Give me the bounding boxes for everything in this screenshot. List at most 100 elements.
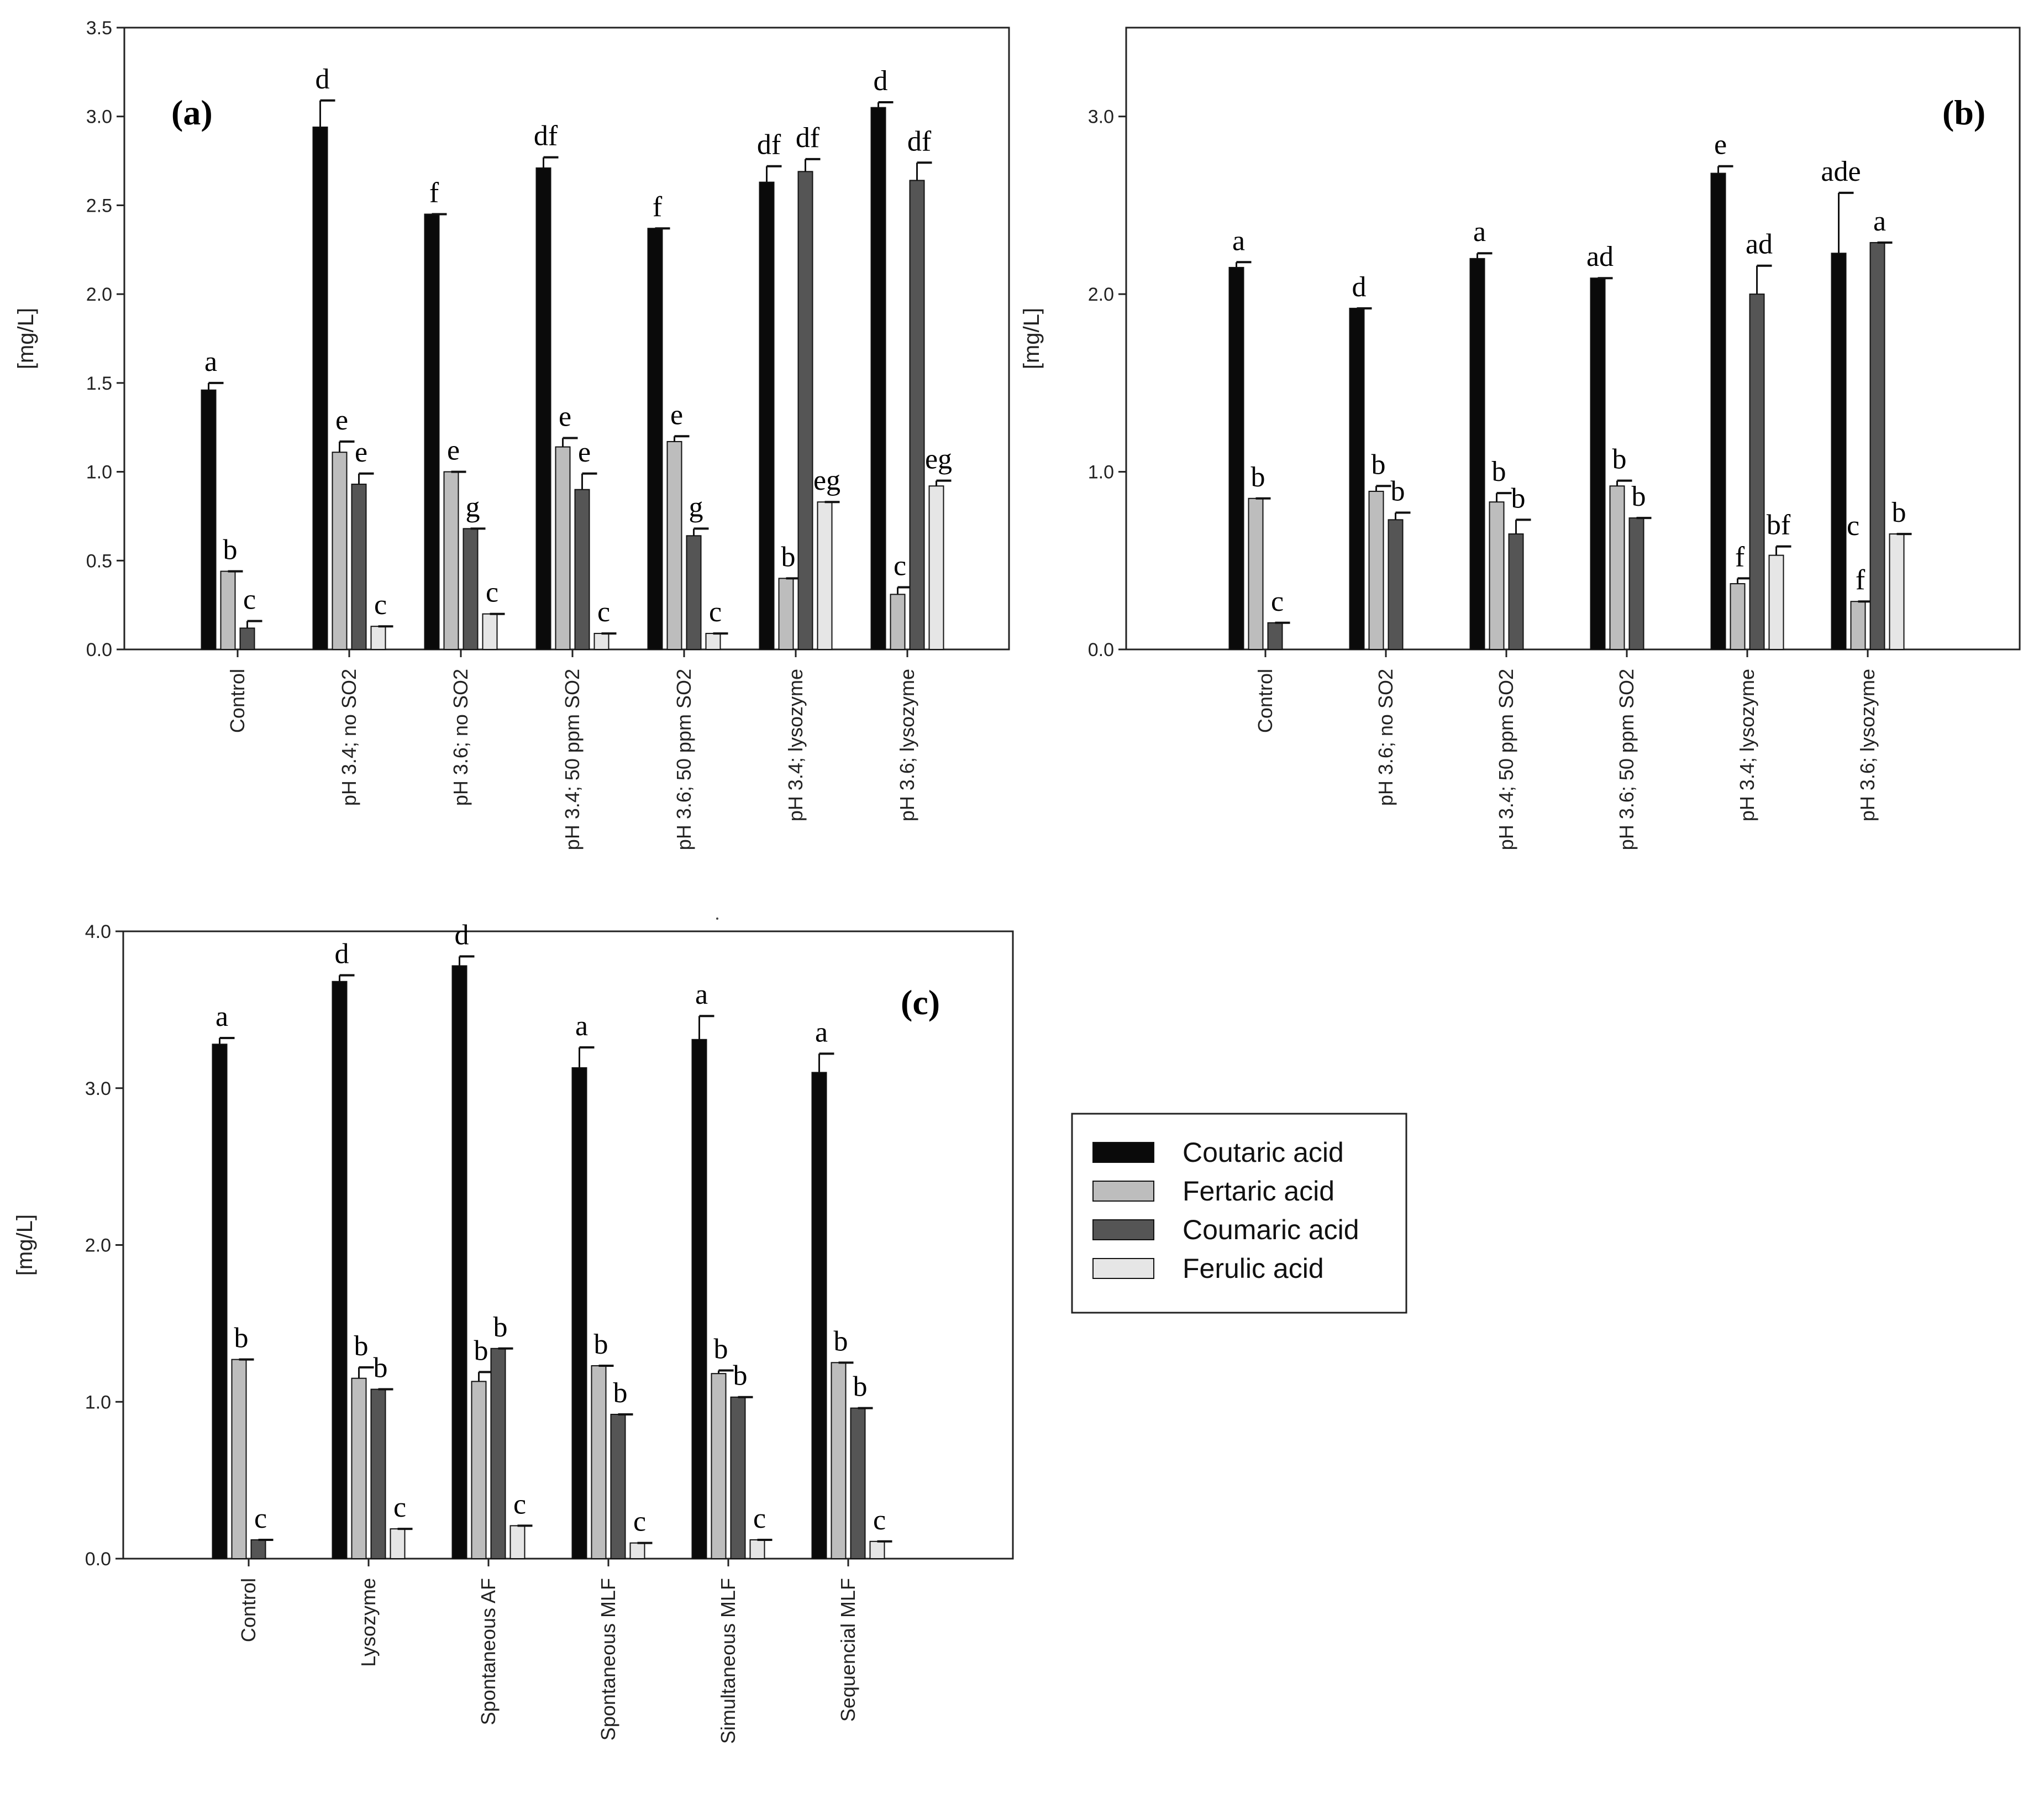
category-label-ph-3-6-lysozyme: pH 3.6; lysozyme — [1856, 669, 1879, 821]
bar-ferulic-acid-lysozyme — [390, 1528, 406, 1559]
category-label-control: Control — [1254, 669, 1276, 733]
bar-coutaric-acid-ph-3-6-50-ppm-so2 — [1590, 277, 1606, 650]
significance-label: f — [1856, 564, 1866, 596]
bar-ferulic-acid-sequencial-mlf — [869, 1540, 885, 1560]
bar-coutaric-acid-ph-3-6-no-so2 — [424, 213, 440, 650]
category-label-ph-3-4-50-ppm-so2: pH 3.4; 50 ppm SO2 — [1495, 669, 1517, 850]
significance-label: d — [1352, 271, 1367, 303]
significance-label: b — [493, 1312, 508, 1343]
bar-fertaric-acid-ph-3-4-lysozyme — [1730, 583, 1746, 650]
significance-label: a — [216, 1001, 228, 1032]
y-tick-label: 3.0 — [85, 1078, 111, 1099]
bar-ferulic-acid-ph-3-4-50-ppm-so2 — [593, 633, 609, 650]
significance-label: b — [1632, 481, 1646, 512]
y-tick-label: 1.5 — [86, 373, 112, 394]
significance-label: g — [466, 491, 480, 523]
y-tick-label: 1.0 — [1088, 462, 1114, 483]
bar-fertaric-acid-ph-3-4-50-ppm-so2 — [555, 446, 571, 650]
bar-coumaric-acid-sequencial-mlf — [850, 1407, 866, 1560]
legend-entry-coutaric: Coutaric acid — [1183, 1137, 1344, 1168]
panel-label: (b) — [1942, 93, 1985, 132]
legend-swatch-coutaric — [1092, 1142, 1154, 1163]
y-axis-label: [mg/L] — [14, 308, 38, 369]
significance-label: e — [1714, 129, 1727, 161]
significance-label: b — [354, 1330, 369, 1362]
category-label-ph-3-4-50-ppm-so2: pH 3.4; 50 ppm SO2 — [561, 669, 584, 850]
significance-label: f — [653, 191, 663, 223]
bar-coutaric-acid-simultaneous-mlf — [691, 1039, 707, 1559]
significance-label: d — [316, 64, 330, 95]
category-label-ph-3-6-50-ppm-so2: pH 3.6; 50 ppm SO2 — [672, 669, 695, 850]
significance-label: b — [853, 1371, 868, 1403]
bar-coumaric-acid-ph-3-6-no-so2 — [1388, 519, 1404, 650]
significance-label: eg — [925, 444, 952, 475]
bar-fertaric-acid-ph-3-4-no-so2 — [332, 452, 348, 650]
bar-coutaric-acid-ph-3-4-lysozyme — [759, 181, 775, 650]
bar-fertaric-acid-sequencial-mlf — [831, 1362, 847, 1559]
significance-label: b — [613, 1377, 628, 1409]
significance-label: e — [670, 399, 683, 431]
bar-ferulic-acid-simultaneous-mlf — [749, 1539, 765, 1559]
y-tick-label: 0.0 — [85, 1549, 111, 1570]
significance-label: df — [907, 125, 932, 157]
bar-coumaric-acid-ph-3-6-no-so2 — [463, 528, 479, 651]
bar-coumaric-acid-ph-3-4-50-ppm-so2 — [1508, 533, 1524, 650]
significance-label: bf — [1767, 510, 1791, 541]
bar-fertaric-acid-spontaneous-af — [471, 1381, 487, 1560]
bar-coumaric-acid-control — [250, 1539, 266, 1559]
significance-label: d — [455, 919, 469, 951]
category-label-ph-3-4-lysozyme: pH 3.4; lysozyme — [784, 669, 807, 821]
significance-label: eg — [813, 465, 840, 496]
legend-entry-fertaric: Fertaric acid — [1183, 1176, 1334, 1207]
bar-fertaric-acid-ph-3-6-50-ppm-so2 — [1609, 485, 1625, 650]
bar-coumaric-acid-spontaneous-af — [490, 1348, 506, 1559]
significance-label: c — [753, 1503, 766, 1534]
significance-label: e — [447, 435, 460, 466]
bar-coutaric-acid-spontaneous-mlf — [571, 1067, 587, 1560]
significance-label: a — [1873, 206, 1886, 237]
significance-label: b — [374, 1352, 388, 1384]
bar-coumaric-acid-spontaneous-mlf — [610, 1413, 626, 1559]
bar-fertaric-acid-control — [220, 570, 236, 650]
category-label-ph-3-4-no-so2: pH 3.4; no SO2 — [338, 669, 360, 806]
bar-ferulic-acid-spontaneous-mlf — [629, 1542, 645, 1559]
legend-swatch-coumaric — [1092, 1219, 1154, 1240]
category-label-ph-3-4-lysozyme: pH 3.4; lysozyme — [1736, 669, 1758, 821]
significance-label: c — [374, 589, 387, 621]
category-label-spontaneous-mlf: Spontaneous MLF — [597, 1578, 619, 1740]
bar-fertaric-acid-lysozyme — [351, 1377, 367, 1559]
y-tick-label: 1.0 — [86, 462, 112, 483]
panel-b: 0.0 1.0 2.0 3.0 [mg/L] (b) Control a b c pH 3.6; n… — [1020, 27, 2021, 850]
bar-ferulic-acid-ph-3-4-lysozyme — [1768, 554, 1784, 651]
bar-coutaric-acid-ph-3-4-50-ppm-so2 — [1469, 258, 1485, 651]
significance-label: b — [1251, 462, 1265, 493]
significance-label: a — [204, 346, 217, 378]
bar-coumaric-acid-ph-3-6-50-ppm-so2 — [1628, 517, 1644, 651]
bar-coumaric-acid-control — [239, 627, 255, 651]
bar-fertaric-acid-spontaneous-mlf — [591, 1365, 607, 1560]
significance-label: c — [254, 1503, 267, 1534]
bar-coutaric-acid-ph-3-6-lysozyme — [1831, 253, 1847, 650]
significance-label: c — [1847, 510, 1859, 542]
bar-coutaric-acid-control — [1228, 266, 1244, 650]
bar-fertaric-acid-simultaneous-mlf — [711, 1373, 727, 1560]
significance-label: ad — [1586, 241, 1614, 272]
bar-fertaric-acid-ph-3-6-lysozyme — [1850, 601, 1866, 650]
bar-fertaric-acid-ph-3-4-lysozyme — [778, 578, 794, 651]
category-label-ph-3-6-lysozyme: pH 3.6; lysozyme — [896, 669, 918, 821]
y-tick-label: 2.0 — [1088, 284, 1114, 305]
bar-coutaric-acid-ph-3-6-lysozyme — [870, 107, 886, 650]
bar-coutaric-acid-control — [212, 1044, 228, 1560]
bar-fertaric-acid-ph-3-6-no-so2 — [443, 471, 459, 650]
bar-coutaric-acid-ph-3-6-no-so2 — [1349, 307, 1365, 650]
significance-label: c — [1271, 586, 1284, 617]
bar-coumaric-acid-ph-3-6-lysozyme — [909, 180, 925, 650]
bar-coumaric-acid-ph-3-4-50-ppm-so2 — [574, 489, 590, 650]
bar-fertaric-acid-control — [1248, 497, 1264, 650]
significance-label: a — [575, 1010, 588, 1042]
y-tick-label: 0.0 — [86, 639, 112, 660]
category-label-ph-3-6-50-ppm-so2: pH 3.6; 50 ppm SO2 — [1615, 669, 1638, 850]
y-tick-label: 0.0 — [1088, 639, 1114, 660]
bar-coutaric-acid-control — [201, 389, 217, 650]
